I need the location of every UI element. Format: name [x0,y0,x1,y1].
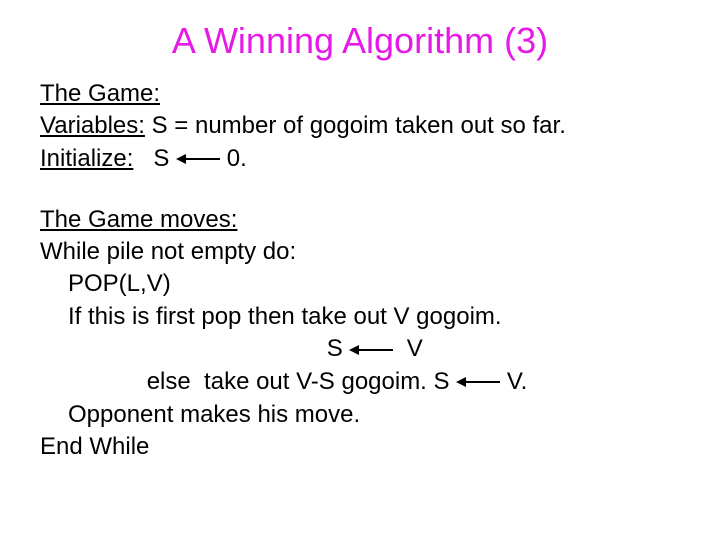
assign-arrow-icon [176,143,220,175]
slide-title: A Winning Algorithm (3) [0,20,720,62]
initialize-label: Initialize: [40,145,133,172]
else-post: V. [500,368,527,395]
endwhile-line: End While [40,431,680,463]
game-heading: The Game: [40,78,680,110]
assign-sv-post: V [393,335,422,362]
initialize-rhs: 0. [220,145,247,172]
else-line: else take out V-S gogoim. S V. [40,366,680,399]
moves-heading-text: The Game moves: [40,206,237,233]
spacer [40,176,680,204]
initialize-lhs: S [133,145,176,172]
opponent-line: Opponent makes his move. [40,399,680,431]
variables-text: S = number of gogoim taken out so far. [145,112,566,139]
else-pre: else take out V-S gogoim. S [40,368,456,395]
pop-line: POP(L,V) [40,268,680,300]
variables-line: Variables: S = number of gogoim taken ou… [40,110,680,142]
game-heading-text: The Game: [40,80,160,107]
if-line: If this is first pop then take out V gog… [40,301,680,333]
assign-sv-line: S V [40,333,680,366]
assign-sv-pre: S [40,335,349,362]
while-line: While pile not empty do: [40,236,680,268]
initialize-line: Initialize: S 0. [40,143,680,176]
moves-heading: The Game moves: [40,204,680,236]
variables-label: Variables: [40,112,145,139]
slide-body: The Game: Variables: S = number of gogoi… [40,78,680,464]
assign-arrow-icon [349,334,393,366]
assign-arrow-icon [456,366,500,398]
slide: A Winning Algorithm (3) The Game: Variab… [0,0,720,540]
